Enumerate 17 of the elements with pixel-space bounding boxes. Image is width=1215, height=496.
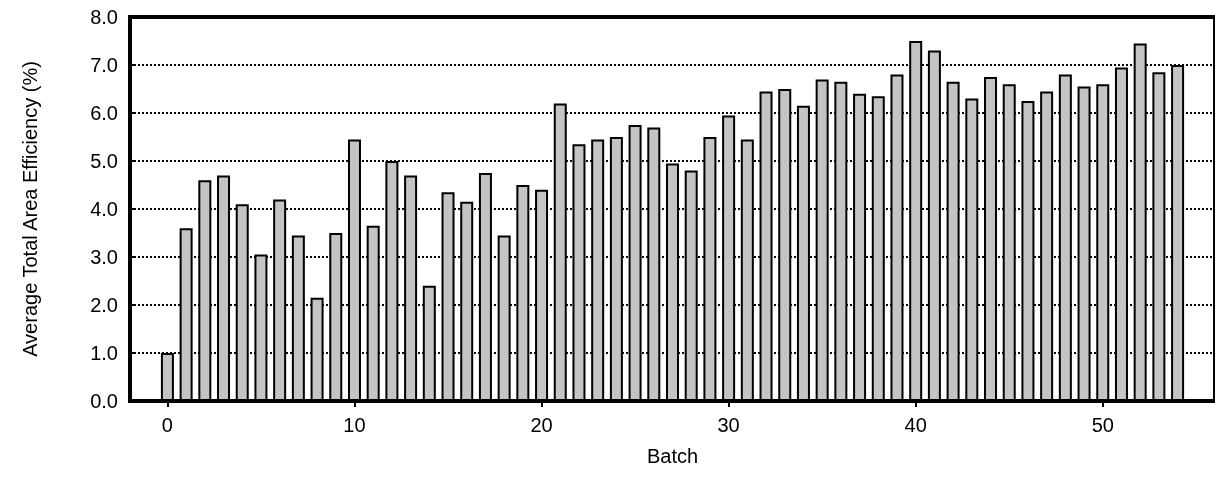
y-tick-label: 6.0 — [90, 102, 118, 124]
y-tick-label: 2.0 — [90, 294, 118, 316]
x-tick-label: 40 — [904, 414, 927, 436]
y-tick-label: 5.0 — [90, 150, 118, 172]
x-tick-label: 50 — [1091, 414, 1114, 436]
x-tick-label: 0 — [161, 414, 173, 436]
y-tick-label: 7.0 — [90, 54, 118, 76]
x-tick-label: 20 — [530, 414, 553, 436]
y-tick-label: 4.0 — [90, 198, 118, 220]
y-tick-label: 1.0 — [90, 342, 118, 364]
x-axis-title: Batch — [646, 445, 699, 467]
y-tick-label: 3.0 — [90, 246, 118, 268]
y-tick-label: 0.0 — [90, 390, 118, 412]
x-tick-label: 30 — [717, 414, 740, 436]
y-tick-label: 8.0 — [90, 6, 118, 28]
x-tick-label: 10 — [343, 414, 366, 436]
y-axis-title: Average Total Area Efficiency (%) — [19, 61, 41, 357]
